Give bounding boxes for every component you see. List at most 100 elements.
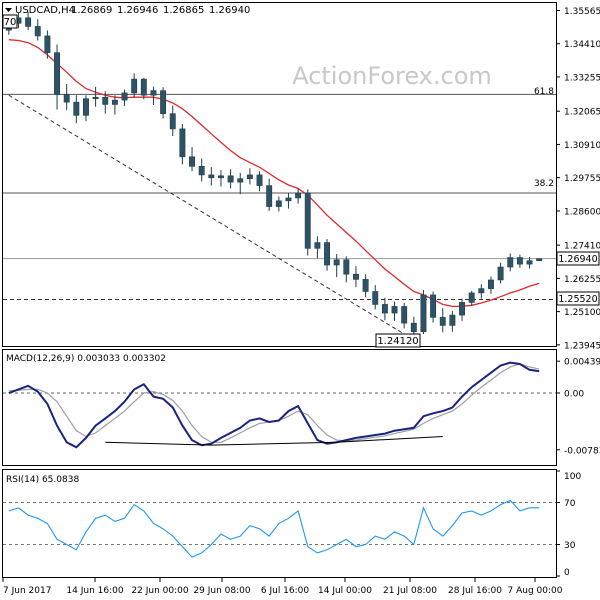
rsi-line xyxy=(8,499,540,558)
candle-body xyxy=(295,192,302,199)
candle-body xyxy=(372,291,379,305)
price-tick-label: 1.27410 xyxy=(564,242,600,252)
candle-body xyxy=(83,98,89,116)
candle-body xyxy=(111,99,118,105)
candle-body xyxy=(237,178,244,183)
macd-divergence-line xyxy=(105,441,212,446)
macd-divergence-line xyxy=(211,441,337,446)
time-tick-label: 7 Jun 2017 xyxy=(3,586,51,596)
candle-body xyxy=(246,174,253,179)
watermark: ActionForex.com xyxy=(292,62,492,90)
price-tick-label: 1.23945 xyxy=(564,341,600,351)
high-label-box xyxy=(2,14,18,29)
candle-body xyxy=(189,156,195,167)
trendline xyxy=(8,94,415,341)
candle-body xyxy=(324,242,330,266)
candle-body xyxy=(150,90,157,96)
candle-body xyxy=(275,200,282,207)
candle-body xyxy=(266,185,273,207)
ohlc-close: 1.26940 xyxy=(209,5,250,16)
candle-body xyxy=(131,78,138,94)
macd-tick-label: -0.007833 xyxy=(564,446,600,456)
macd-tick-label: 0.004393 xyxy=(564,358,600,368)
candle-body xyxy=(179,128,186,158)
candle-body xyxy=(439,317,446,326)
candle-body xyxy=(488,279,494,289)
price-tick-label: 1.33255 xyxy=(564,73,600,83)
candle-body xyxy=(497,266,504,281)
ohlc-low: 1.26865 xyxy=(163,5,204,16)
macd-tick-label: 0.00 xyxy=(564,390,584,400)
rsi-label: RSI(14) 65.0838 xyxy=(6,475,79,485)
time-tick-label: 14 Jun 16:00 xyxy=(66,586,123,596)
candle-body xyxy=(449,314,456,326)
candle-body xyxy=(54,52,60,95)
time-tick-label: 6 Jul 16:00 xyxy=(261,586,310,596)
candle-body xyxy=(314,242,321,249)
time-tick-label: 22 Jun 00:00 xyxy=(131,586,188,596)
price-tick-label: 1.32065 xyxy=(564,108,600,118)
support-price-box xyxy=(556,291,600,306)
time-tick-label: 14 Jul 00:00 xyxy=(318,586,372,596)
candle-body xyxy=(44,35,51,53)
candle-body xyxy=(420,294,427,333)
candle-body xyxy=(169,113,176,130)
candle-body xyxy=(468,292,475,303)
symbol-label: USDCAD,H4 xyxy=(15,5,75,16)
candle-body xyxy=(285,197,292,202)
candle-body xyxy=(304,192,311,249)
fib-618-label: 61.8 xyxy=(534,87,554,97)
candle-body xyxy=(121,92,128,101)
rsi-tick-label: 0 xyxy=(564,568,570,578)
candle-body xyxy=(507,257,514,268)
candle-body xyxy=(343,259,350,275)
candle-body xyxy=(526,260,533,265)
low-label: 1.24120 xyxy=(377,336,418,347)
macd-panel-frame xyxy=(2,349,557,466)
candle-body xyxy=(256,174,263,186)
macd-line xyxy=(8,361,540,449)
candle-body xyxy=(536,258,543,261)
ohlc-high: 1.26946 xyxy=(117,5,158,16)
candle-body xyxy=(198,165,205,176)
candle-body xyxy=(218,175,224,179)
macd-divergence-line xyxy=(336,435,443,443)
price-tick-label: 1.30910 xyxy=(564,141,600,151)
rsi-tick-label: 100 xyxy=(564,472,581,482)
time-tick-label: 28 Jul 16:00 xyxy=(448,586,502,596)
candle-body xyxy=(25,17,32,27)
candle-body xyxy=(333,259,340,266)
candle-body xyxy=(73,101,80,116)
candle-body xyxy=(92,96,99,99)
fib-382-label: 38.2 xyxy=(534,179,554,189)
candle-body xyxy=(391,306,398,314)
candle-body xyxy=(63,94,70,103)
low-label-box xyxy=(375,333,421,348)
price-panel-frame xyxy=(2,2,557,347)
candle-body xyxy=(353,273,359,280)
price-tick-label: 1.28600 xyxy=(564,207,600,217)
support-price-label: 1.25520 xyxy=(558,294,597,305)
moving-average-line xyxy=(8,39,540,308)
time-tick-label: 7 Aug 00:00 xyxy=(508,586,563,596)
dropdown-arrow-icon[interactable] xyxy=(5,8,12,12)
candle-body xyxy=(381,304,388,314)
ohlc-open: 1.26869 xyxy=(71,5,112,16)
time-tick-label: 21 Jul 08:00 xyxy=(383,586,437,596)
price-tick-label: 1.29755 xyxy=(564,174,600,184)
candle-body xyxy=(140,78,147,96)
price-tick-label: 1.34410 xyxy=(564,40,600,50)
candle-body xyxy=(401,306,408,324)
candle-body xyxy=(478,288,485,294)
candle-body xyxy=(362,279,369,292)
candle-body xyxy=(227,175,234,183)
candle-body xyxy=(516,257,523,265)
price-tick-label: 1.25100 xyxy=(564,308,600,318)
macd-label: MACD(12,26,9) 0.003033 0.003302 xyxy=(6,354,166,364)
candle-body xyxy=(459,302,465,316)
candle-body xyxy=(34,26,41,37)
candle-body xyxy=(410,322,417,333)
high-label-partial: 70 xyxy=(4,17,17,28)
rsi-tick-label: 30 xyxy=(564,541,576,551)
